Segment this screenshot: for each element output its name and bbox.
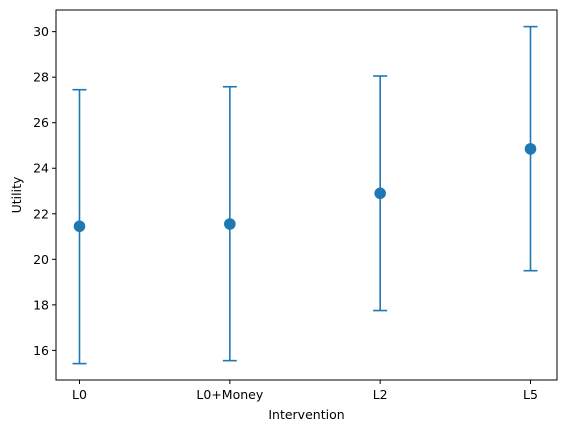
x-tick-label-1: L0+Money: [196, 387, 263, 402]
y-tick-label-1: 18: [33, 297, 49, 312]
plot-frame: [55, 9, 558, 381]
data-point-0: [73, 220, 86, 233]
y-tick-label-2: 20: [33, 252, 49, 267]
y-tick-label-5: 26: [33, 115, 49, 130]
x-axis-label: Intervention: [268, 407, 344, 422]
x-tick-label-3: L5: [523, 387, 538, 402]
y-tick-label-6: 28: [33, 70, 49, 85]
x-axis-ticks: L0 L0+Money L2 L5: [72, 380, 538, 402]
x-tick-label-2: L2: [373, 387, 388, 402]
data-marks: [72, 25, 538, 365]
y-tick-label-7: 30: [33, 24, 49, 39]
y-tick-label-3: 22: [33, 206, 49, 221]
y-tick-label-0: 16: [33, 343, 49, 358]
y-axis-label: Utility: [9, 176, 24, 213]
data-point-3: [524, 143, 537, 155]
data-point-1: [224, 218, 236, 230]
y-axis-ticks: 16 18 20 22 24 26 28 30: [33, 24, 56, 358]
y-tick-label-4: 24: [33, 161, 49, 176]
x-tick-label-0: L0: [72, 387, 87, 402]
data-point-2: [374, 187, 386, 200]
